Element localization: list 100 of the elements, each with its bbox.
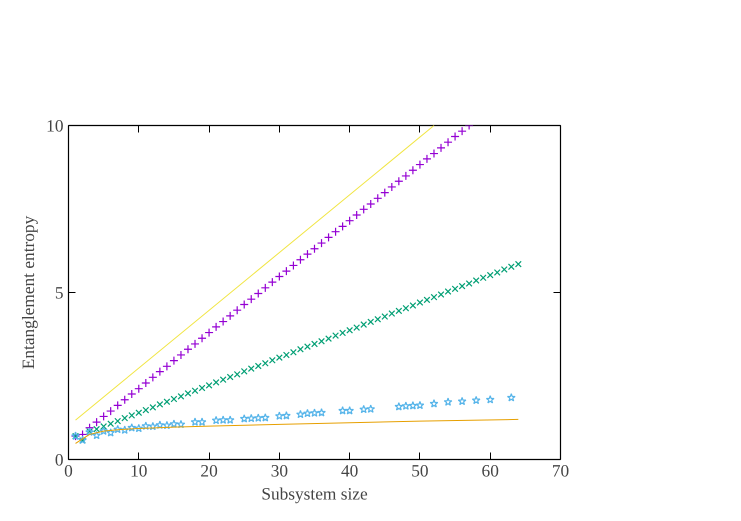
point (218, 316, 228, 326)
point (127, 389, 136, 399)
point (106, 428, 116, 437)
point (387, 182, 396, 192)
point (148, 372, 158, 382)
point (316, 238, 326, 248)
point (176, 420, 186, 428)
point (288, 260, 298, 270)
point (246, 414, 256, 422)
point (359, 404, 368, 414)
point (260, 283, 270, 292)
point (401, 171, 410, 181)
point (176, 350, 186, 360)
point (134, 384, 144, 394)
point (212, 416, 221, 424)
point (232, 306, 242, 315)
point (170, 419, 178, 428)
point (296, 255, 306, 264)
point (422, 154, 432, 164)
point (443, 138, 453, 147)
point (141, 422, 150, 430)
point (127, 423, 136, 432)
point (506, 393, 516, 402)
point (190, 417, 200, 426)
point (394, 176, 404, 186)
point (113, 424, 122, 434)
x-tick-label: 70 (552, 462, 570, 480)
point (408, 401, 418, 410)
point (345, 216, 354, 226)
point (310, 244, 320, 254)
point (169, 356, 179, 366)
point (352, 210, 362, 220)
point (472, 396, 481, 404)
point (274, 411, 284, 420)
point (486, 395, 495, 404)
point (218, 415, 228, 424)
point (141, 378, 150, 388)
point (415, 160, 425, 170)
point (113, 400, 122, 410)
point (120, 395, 130, 404)
point (204, 328, 214, 338)
point (226, 415, 235, 424)
point (190, 339, 200, 349)
x-tick-label: 30 (270, 462, 288, 480)
point (183, 344, 193, 354)
point (373, 194, 382, 203)
point (366, 199, 376, 209)
point (444, 397, 452, 406)
point (197, 334, 207, 343)
point (380, 188, 390, 198)
point (246, 294, 256, 304)
point (303, 408, 312, 418)
x-tick-label: 20 (200, 462, 218, 480)
point (359, 204, 368, 214)
point (317, 408, 326, 417)
point (330, 227, 340, 236)
point (324, 232, 334, 242)
point (260, 413, 270, 422)
point (302, 249, 312, 259)
point (408, 166, 418, 175)
line-series (75, 418, 519, 444)
point (450, 132, 460, 142)
y-axis-title: Entanglement entropy (19, 215, 38, 370)
point (92, 430, 102, 440)
point (254, 413, 263, 422)
point (240, 414, 249, 423)
point (198, 417, 206, 426)
point (282, 411, 291, 420)
point (106, 406, 116, 416)
point (155, 367, 164, 376)
x-tick-label: 40 (340, 462, 358, 480)
point (338, 222, 348, 231)
point (345, 406, 354, 415)
point (240, 300, 249, 310)
point (296, 410, 305, 418)
point (254, 288, 263, 298)
point (212, 322, 221, 332)
point (416, 400, 424, 410)
point (155, 420, 164, 429)
y-tick-label: 5 (54, 284, 64, 302)
x-axis-title: Subsystem size (261, 484, 368, 504)
point (226, 311, 235, 320)
point (436, 143, 446, 152)
x-tick-label: 60 (482, 462, 499, 480)
point (282, 266, 291, 276)
point (120, 426, 130, 434)
point (401, 401, 410, 410)
y-tick-label: 10 (46, 116, 64, 136)
x-tick-label: 50 (411, 462, 429, 480)
point (162, 420, 172, 430)
point (458, 126, 467, 136)
point (148, 422, 158, 430)
point (99, 412, 108, 422)
point (310, 408, 319, 417)
point (458, 396, 467, 406)
point (99, 426, 108, 435)
point (429, 148, 439, 158)
point (92, 417, 102, 427)
point (394, 402, 404, 411)
point (430, 399, 438, 408)
